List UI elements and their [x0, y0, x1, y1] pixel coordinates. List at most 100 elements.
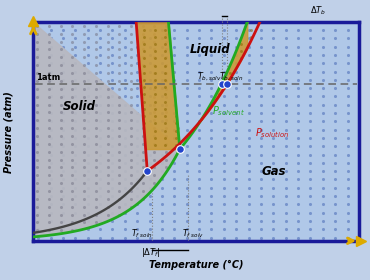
- Point: [151, 126, 157, 130]
- Point: [73, 94, 78, 99]
- Point: [196, 86, 202, 90]
- Point: [151, 94, 157, 99]
- Point: [246, 144, 252, 148]
- Point: [58, 189, 64, 193]
- Point: [140, 79, 146, 83]
- Point: [152, 121, 158, 125]
- Point: [85, 61, 91, 66]
- Point: [73, 161, 78, 165]
- Point: [147, 45, 152, 49]
- Point: [147, 53, 152, 57]
- Point: [116, 110, 122, 115]
- Point: [140, 102, 146, 107]
- Point: [97, 194, 103, 198]
- Point: [147, 177, 152, 182]
- Point: [152, 49, 158, 53]
- Point: [184, 136, 189, 140]
- Point: [173, 136, 179, 140]
- Point: [105, 189, 111, 193]
- Point: [171, 119, 177, 123]
- Point: [46, 204, 52, 209]
- Point: [196, 111, 202, 115]
- Point: [116, 150, 122, 154]
- Point: [233, 136, 239, 140]
- Point: [175, 142, 181, 146]
- Point: [152, 42, 158, 46]
- Point: [295, 227, 301, 232]
- Point: [105, 63, 111, 67]
- Point: [93, 47, 99, 52]
- Point: [97, 210, 103, 215]
- Point: [85, 28, 91, 32]
- Point: [134, 86, 140, 90]
- Point: [48, 194, 54, 198]
- Point: [110, 53, 115, 57]
- Point: [246, 111, 252, 115]
- Point: [128, 71, 134, 75]
- Point: [58, 142, 64, 146]
- Point: [307, 144, 313, 148]
- Point: [295, 94, 301, 99]
- Point: [60, 69, 66, 74]
- Point: [151, 181, 157, 185]
- Point: [162, 114, 168, 118]
- Point: [307, 219, 313, 223]
- Point: [81, 102, 87, 107]
- Point: [60, 111, 66, 115]
- Point: [258, 28, 264, 32]
- Point: [116, 87, 122, 91]
- Point: [151, 71, 157, 75]
- Point: [134, 136, 140, 140]
- Point: [48, 102, 54, 107]
- Point: [134, 177, 140, 182]
- Point: [73, 210, 78, 215]
- Point: [81, 220, 87, 225]
- Point: [159, 235, 165, 240]
- Point: [283, 185, 289, 190]
- Point: [221, 177, 227, 182]
- Point: [81, 126, 87, 130]
- Point: [60, 36, 66, 41]
- Point: [171, 144, 177, 148]
- Point: [73, 69, 78, 74]
- Point: [97, 144, 103, 148]
- Point: [196, 61, 202, 66]
- Point: [122, 235, 128, 240]
- Point: [35, 210, 41, 215]
- Point: [258, 235, 264, 240]
- Point: [34, 189, 40, 193]
- Point: [60, 45, 66, 49]
- Point: [233, 94, 239, 99]
- Point: [152, 136, 158, 140]
- Point: [58, 134, 64, 138]
- Point: [344, 152, 350, 157]
- Point: [233, 36, 239, 41]
- Point: [196, 119, 202, 123]
- Point: [105, 173, 111, 178]
- Point: [184, 86, 189, 90]
- Point: [159, 194, 165, 198]
- Point: [162, 27, 168, 32]
- Point: [320, 86, 326, 90]
- Point: [48, 185, 54, 190]
- Point: [34, 126, 40, 130]
- Point: [147, 86, 152, 90]
- Point: [270, 36, 276, 41]
- Point: [70, 110, 75, 115]
- Point: [141, 27, 147, 32]
- Point: [159, 53, 165, 57]
- Point: [344, 210, 350, 215]
- Point: [93, 126, 99, 130]
- Point: [258, 45, 264, 49]
- Point: [128, 197, 134, 201]
- Point: [93, 94, 99, 99]
- Point: [110, 94, 115, 99]
- Point: [258, 94, 264, 99]
- Point: [116, 173, 122, 178]
- Point: [163, 150, 169, 154]
- Point: [48, 86, 54, 90]
- Point: [134, 235, 140, 240]
- Point: [85, 78, 91, 82]
- Point: [35, 28, 41, 32]
- Point: [151, 55, 157, 60]
